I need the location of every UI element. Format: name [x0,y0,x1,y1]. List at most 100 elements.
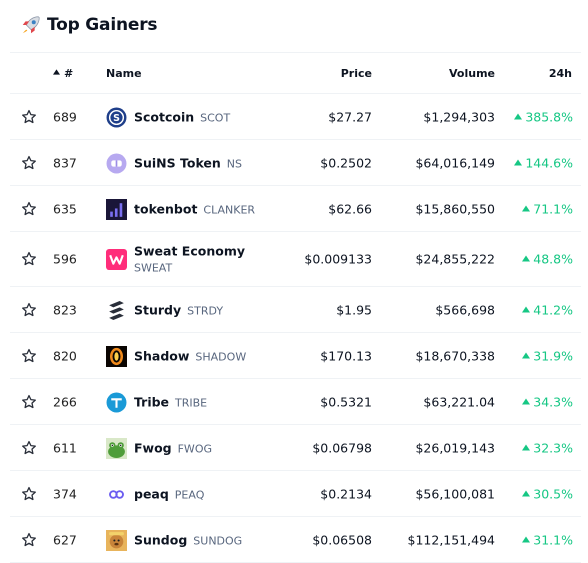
change-value: 31.9% [533,348,573,363]
star-icon[interactable] [21,155,37,171]
coin-name-cell[interactable]: peaq PEAQ [134,486,204,501]
coin-name-cell[interactable]: tokenbot CLANKER [134,201,255,216]
coin-symbol: SHADOW [195,350,247,363]
coin-symbol: SUNDOG [193,534,243,547]
rank-cell: 820 [53,348,77,363]
column-header-name[interactable]: Name [106,67,142,80]
change-value: 71.1% [533,201,573,216]
star-icon[interactable] [21,201,37,217]
coin-name[interactable]: tokenbot [134,201,198,216]
coin-name[interactable]: peaq [134,486,169,501]
table-row[interactable]: 635 tokenbot CLANKER $62.66 $15,860,550 71.1… [10,186,581,232]
coin-name-cell[interactable]: Sturdy STRDY [134,302,223,317]
change-value: 41.2% [533,302,573,317]
star-icon[interactable] [21,532,37,548]
tokenbot-icon [106,198,127,220]
coin-name-cell[interactable]: Sundog SUNDOG [134,532,242,547]
rank-cell: 627 [53,532,77,547]
caret-up-icon [514,109,525,124]
coin-name[interactable]: Sturdy [134,302,182,317]
coin-name[interactable]: Scotcoin [134,109,195,124]
table-row[interactable]: 820 Shadow SHADOW $170.13 $18,670,338 31.9% [10,333,581,379]
table-header: # Name Price Volume 24h [10,53,581,94]
widget-header: Top Gainers [20,12,157,38]
change-cell: 32.3% [522,440,573,455]
price-cell: $0.06508 [312,532,372,547]
price-cell: $0.009133 [304,251,372,267]
change-value: 48.8% [533,251,573,267]
rank-cell: 374 [53,486,77,501]
volume-cell: $63,221.04 [423,394,495,409]
volume-cell: $64,016,149 [415,155,495,170]
coin-name-cell[interactable]: SuiNS Token NS [134,155,242,170]
page-title: Top Gainers [47,15,158,35]
star-icon[interactable] [21,302,37,318]
volume-cell: $24,855,222 [415,251,495,267]
coin-name-cell[interactable]: Tribe TRIBE [134,394,207,409]
price-cell: $0.2502 [320,155,372,170]
rank-cell: 635 [53,201,77,216]
volume-cell: $15,860,550 [415,201,495,216]
suins-icon [106,153,127,174]
price-cell: $1.95 [336,302,372,317]
change-value: 144.6% [525,155,573,170]
column-header-rank[interactable]: # [64,67,74,80]
star-icon[interactable] [21,109,37,125]
table-row[interactable]: 627 Sundog SUNDOG $0.06508 $112,151,494 31.1… [10,517,581,563]
volume-cell: $112,151,494 [407,532,495,547]
coin-name[interactable]: Tribe [134,394,170,409]
coin-name-cell[interactable]: Shadow SHADOW [134,348,246,363]
coin-name-cell[interactable]: Fwog FWOG [134,440,212,455]
coin-symbol: SCOT [200,111,231,124]
table-row[interactable]: 837 SuiNS Token NS $0.2502 $64,016,149 144.6… [10,140,581,186]
caret-up-icon [522,348,533,363]
column-header-price[interactable]: Price [340,67,372,80]
coin-name[interactable]: Shadow [134,348,190,363]
price-cell: $170.13 [320,348,372,363]
change-cell: 385.8% [514,109,573,124]
coin-name[interactable]: Fwog [134,440,172,455]
star-icon[interactable] [21,440,37,456]
rank-cell: 837 [53,155,77,170]
caret-up-icon [522,252,533,267]
coin-symbol: SWEAT [134,261,173,275]
shadow-icon [106,345,127,367]
coin-symbol: FWOG [177,442,212,455]
coin-name-cell[interactable]: Sweat Economy SWEAT [134,244,245,275]
table-row[interactable]: 689 S Scotcoin SCOT $27.27 $1,294,303 385.8% [10,94,581,140]
sundog-icon [106,529,127,551]
table-row[interactable]: 596 Sweat Economy SWEAT $0.009133 $24,855,2… [10,232,581,287]
column-header-24h[interactable]: 24h [548,67,572,80]
rank-cell: 596 [53,251,77,267]
star-icon[interactable] [21,251,37,267]
coin-name[interactable]: SuiNS Token [134,155,221,170]
coin-name-cell[interactable]: Scotcoin SCOT [134,109,230,124]
rank-cell: 266 [53,394,77,409]
table-row[interactable]: 266 Tribe TRIBE $0.5321 $63,221.04 34.3% [10,379,581,425]
column-header-volume[interactable]: Volume [449,67,495,80]
caret-up-icon [522,532,533,547]
rank-cell: 823 [53,302,77,317]
star-icon[interactable] [21,348,37,364]
coin-name[interactable]: Sweat Economy [134,243,245,259]
caret-up-icon [522,486,533,501]
change-cell: 31.1% [522,532,573,547]
change-cell: 34.3% [522,394,573,409]
price-cell: $62.66 [328,201,372,216]
change-cell: 30.5% [522,486,573,501]
volume-cell: $566,698 [435,302,495,317]
star-icon[interactable] [21,486,37,502]
coin-symbol: NS [226,157,243,170]
table-row[interactable]: 374 peaq PEAQ $0.2134 $56,100,081 30.5% [10,471,581,517]
rank-cell: 611 [53,440,77,455]
volume-cell: $1,294,303 [423,109,495,124]
sort-asc-icon[interactable] [53,66,60,79]
fwog-icon [106,437,127,459]
change-value: 31.1% [533,532,573,547]
change-value: 34.3% [533,394,573,409]
star-icon[interactable] [21,394,37,410]
table-row[interactable]: 823 Sturdy STRDY $1.95 $566,698 41.2% [10,287,581,333]
coin-name[interactable]: Sundog [134,532,188,547]
volume-cell: $56,100,081 [415,486,495,501]
table-row[interactable]: 611 Fwog FWOG $0.06798 $26,019,143 32.3% [10,425,581,471]
